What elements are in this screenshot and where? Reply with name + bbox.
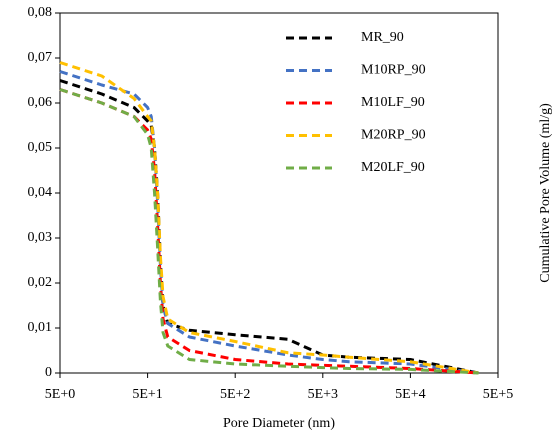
legend-label: M10RP_90 — [361, 63, 426, 78]
x-axis-label: Pore Diameter (nm) — [223, 416, 335, 431]
x-tick-label: 5E+4 — [395, 387, 425, 402]
y-tick-label: 0,03 — [28, 230, 53, 245]
plot-frame — [59, 12, 499, 374]
y-tick-label: 0,04 — [28, 185, 53, 200]
y-axis-label: Cumulative Pore Volume (ml/g) — [538, 103, 553, 283]
y-tick-label: 0,05 — [28, 140, 53, 155]
legend-label: MR_90 — [361, 30, 404, 45]
y-tick-label: 0,02 — [28, 275, 53, 290]
legend-label: M20LF_90 — [361, 160, 425, 175]
y-tick-label: 0,08 — [28, 5, 53, 20]
x-tick-label: 5E+5 — [483, 387, 513, 402]
y-tick-label: 0,06 — [28, 95, 53, 110]
x-tick-label: 5E+3 — [308, 387, 338, 402]
series-line — [59, 88, 479, 375]
y-tick-label: 0 — [45, 365, 52, 380]
x-tick-label: 5E+2 — [220, 387, 250, 402]
legend-label: M20RP_90 — [361, 128, 426, 143]
legend-label: M10LF_90 — [361, 95, 425, 110]
y-tick-label: 0,01 — [28, 320, 53, 335]
x-tick-label: 5E+1 — [132, 387, 162, 402]
series-line — [59, 61, 479, 375]
series-line — [59, 79, 479, 375]
series-line — [59, 70, 479, 375]
y-tick-label: 0,07 — [28, 50, 53, 65]
x-tick-label: 5E+0 — [45, 387, 75, 402]
